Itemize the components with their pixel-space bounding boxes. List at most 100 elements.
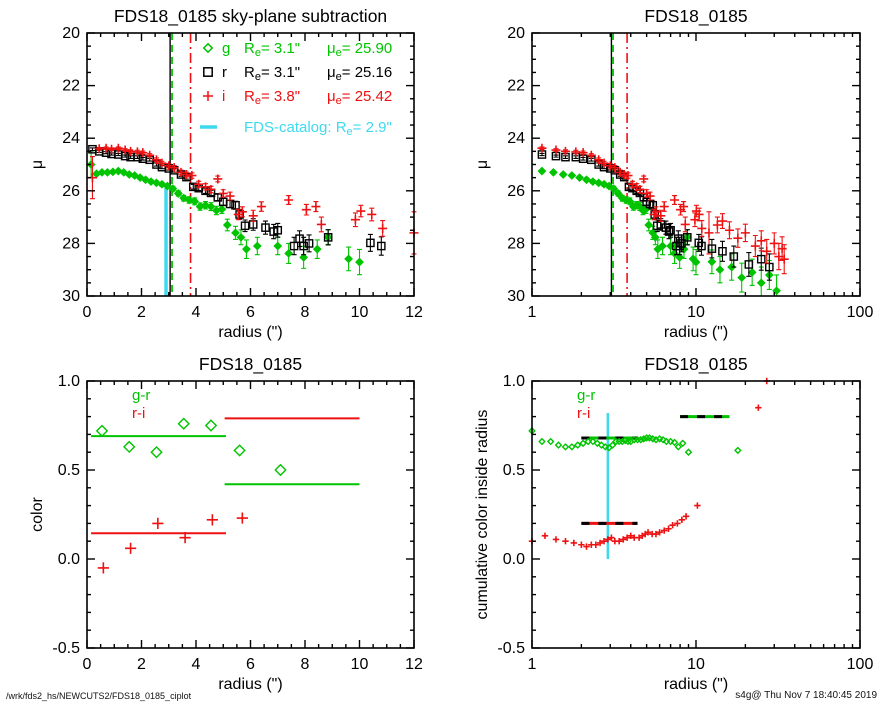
y-axis-label: μ bbox=[474, 160, 491, 169]
g-point bbox=[537, 166, 547, 176]
i-point bbox=[113, 143, 123, 153]
legend-re-value: Re= 3.1" bbox=[244, 64, 300, 83]
i-point bbox=[704, 228, 714, 238]
series-g_ext bbox=[707, 249, 781, 297]
g-point bbox=[119, 168, 129, 177]
i-point bbox=[578, 148, 588, 158]
i_ext-point bbox=[779, 254, 789, 264]
error-bar bbox=[262, 220, 268, 235]
r-point bbox=[231, 200, 240, 210]
series-i bbox=[87, 143, 419, 255]
g-r-point bbox=[204, 419, 218, 432]
i-point bbox=[157, 158, 167, 168]
i-point bbox=[107, 144, 117, 154]
y-tick-label: -0.5 bbox=[52, 640, 80, 657]
x-axis-label: radius (") bbox=[218, 676, 282, 693]
g-r-cumulative-point bbox=[561, 443, 570, 451]
r-i-cumulative-point bbox=[600, 538, 608, 545]
i-point bbox=[623, 171, 633, 181]
r-i-cumulative-point bbox=[608, 534, 615, 541]
g-r-cumulative-point bbox=[636, 435, 645, 444]
i_ext-point bbox=[762, 246, 772, 256]
r-i-cumulative-point bbox=[755, 404, 762, 411]
g-point bbox=[236, 232, 246, 242]
axis-ticks bbox=[86, 380, 415, 649]
g-r-point bbox=[150, 446, 163, 459]
panel-title: FDS18_0185 bbox=[644, 6, 747, 27]
legend: g Re= 3.1" μe= 25.90 r Re= 3.1" μe= 25.16 i Re=… bbox=[200, 40, 392, 138]
r-i-cumulative-point bbox=[583, 543, 590, 550]
legend-fds-catalog: FDS-catalog: Re= 2.9" bbox=[244, 119, 392, 138]
i-point bbox=[694, 209, 704, 219]
i-point bbox=[639, 174, 649, 184]
g-point bbox=[691, 257, 701, 267]
r-point bbox=[675, 241, 684, 251]
g_ext-point bbox=[747, 267, 757, 277]
g-point bbox=[252, 241, 262, 251]
i-point bbox=[599, 158, 609, 168]
g-point bbox=[124, 170, 134, 179]
g-r-cumulative-point bbox=[678, 439, 687, 448]
error-bar bbox=[562, 155, 568, 160]
g-r-cumulative-point bbox=[734, 446, 742, 455]
g-r-cumulative-point bbox=[538, 437, 546, 446]
g-point bbox=[355, 257, 364, 267]
annotation-g-r: g-r bbox=[577, 387, 595, 404]
i_ext-point bbox=[740, 228, 750, 238]
i-point bbox=[194, 179, 204, 189]
g_ext-point bbox=[707, 257, 717, 267]
g_ext-point bbox=[737, 273, 747, 282]
g-r-cumulative-point bbox=[554, 441, 563, 449]
r-i-cumulative-point bbox=[578, 541, 585, 548]
r-i-cumulative-point bbox=[592, 541, 600, 548]
i-point bbox=[367, 209, 377, 219]
legend-mue-value: μe= 25.42 bbox=[327, 88, 392, 107]
g-legend-diamond-icon bbox=[202, 42, 214, 54]
g-point bbox=[575, 173, 584, 183]
r-i-point bbox=[97, 562, 109, 574]
error-bar bbox=[306, 234, 312, 253]
r-i-cumulative-point bbox=[562, 538, 569, 545]
y-tick-label: 26 bbox=[507, 183, 525, 200]
x-tick-label: 100 bbox=[847, 304, 874, 321]
r_ext-point bbox=[765, 262, 774, 272]
y-tick-label: 1.0 bbox=[503, 373, 525, 390]
i-legend-plus-icon bbox=[203, 91, 213, 101]
legend-re-value: Re= 3.1" bbox=[244, 40, 300, 59]
i_ext-point bbox=[756, 236, 766, 246]
g-point bbox=[604, 181, 614, 191]
r-point bbox=[299, 241, 308, 251]
i-point bbox=[213, 174, 223, 184]
i-point bbox=[645, 191, 655, 201]
annotation-r-i: r-i bbox=[577, 405, 590, 422]
r-i-cumulative-point bbox=[644, 529, 652, 536]
i-point bbox=[586, 150, 596, 160]
g-point bbox=[284, 249, 294, 258]
error-bar bbox=[731, 245, 737, 268]
x-tick-label: 10 bbox=[351, 304, 369, 321]
r-i-cumulative-point bbox=[627, 532, 634, 540]
error-bar bbox=[746, 252, 752, 277]
r-i-cumulative-point bbox=[669, 521, 676, 529]
error-bar bbox=[539, 152, 545, 157]
r_ext-point bbox=[729, 252, 739, 261]
r-point bbox=[240, 221, 250, 231]
r-i-cumulative-point bbox=[620, 536, 627, 543]
r-i-cumulative-point bbox=[656, 529, 663, 536]
x-tick-label: 0 bbox=[83, 656, 92, 673]
g-r-cumulative-point bbox=[568, 443, 576, 451]
g-point bbox=[644, 220, 654, 230]
r-i-point bbox=[236, 512, 248, 524]
y-tick-label: 22 bbox=[62, 78, 80, 95]
i_ext-point bbox=[717, 216, 727, 226]
x-axis-label: radius (") bbox=[664, 676, 728, 693]
annotation-g-r: g-r bbox=[132, 387, 150, 404]
x-axis-label: radius (") bbox=[664, 324, 728, 341]
r-i-cumulative-point bbox=[541, 532, 549, 540]
i-point bbox=[659, 202, 669, 212]
g-r-cumulative-point bbox=[608, 441, 617, 449]
x-tick-label: 10 bbox=[687, 656, 705, 673]
g-point bbox=[312, 244, 322, 254]
